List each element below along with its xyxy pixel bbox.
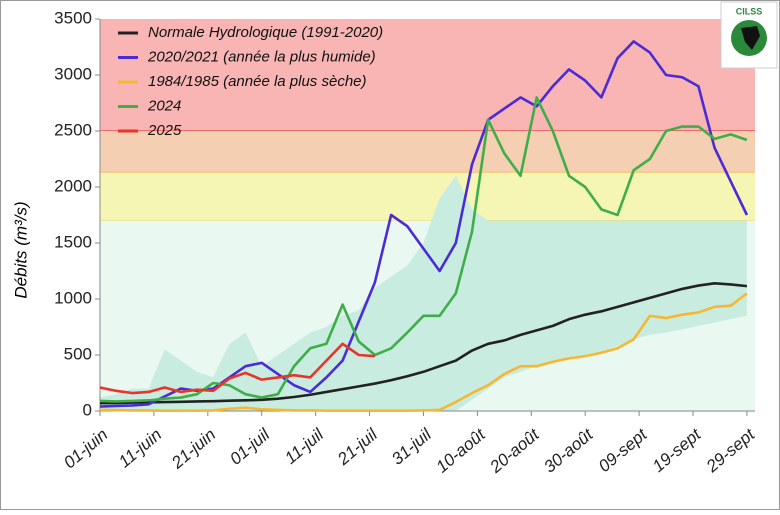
y-tick-label: 3000 xyxy=(54,64,92,83)
y-tick-label: 0 xyxy=(83,400,92,419)
y-tick-label: 2000 xyxy=(54,176,92,195)
series-line xyxy=(99,342,376,395)
legend-label: 2025 xyxy=(147,122,182,139)
y-tick-label: 500 xyxy=(64,344,92,363)
series-line xyxy=(99,292,748,412)
y-tick-label: 2500 xyxy=(54,120,92,139)
envelope xyxy=(100,175,747,411)
series-line xyxy=(99,282,748,405)
logo: CILSS xyxy=(720,1,778,69)
legend-label: 1984/1985 (année la plus sèche) xyxy=(148,73,367,90)
legend-label: 2024 xyxy=(147,97,181,114)
zone xyxy=(100,131,755,173)
y-tick-label: 3500 xyxy=(54,8,92,27)
y-tick-label: 1500 xyxy=(54,232,92,251)
legend-label: Normale Hydrologique (1991-2020) xyxy=(148,24,383,41)
zone xyxy=(100,172,755,221)
y-tick-label: 1000 xyxy=(54,288,92,307)
logo-text: CILSS xyxy=(736,6,763,16)
y-axis-label: Débits (m³/s) xyxy=(11,201,30,298)
logo-africa xyxy=(741,26,760,50)
zone xyxy=(100,19,755,131)
legend-label: 2020/2021 (année la plus humide) xyxy=(147,48,376,65)
series-line xyxy=(99,96,748,403)
